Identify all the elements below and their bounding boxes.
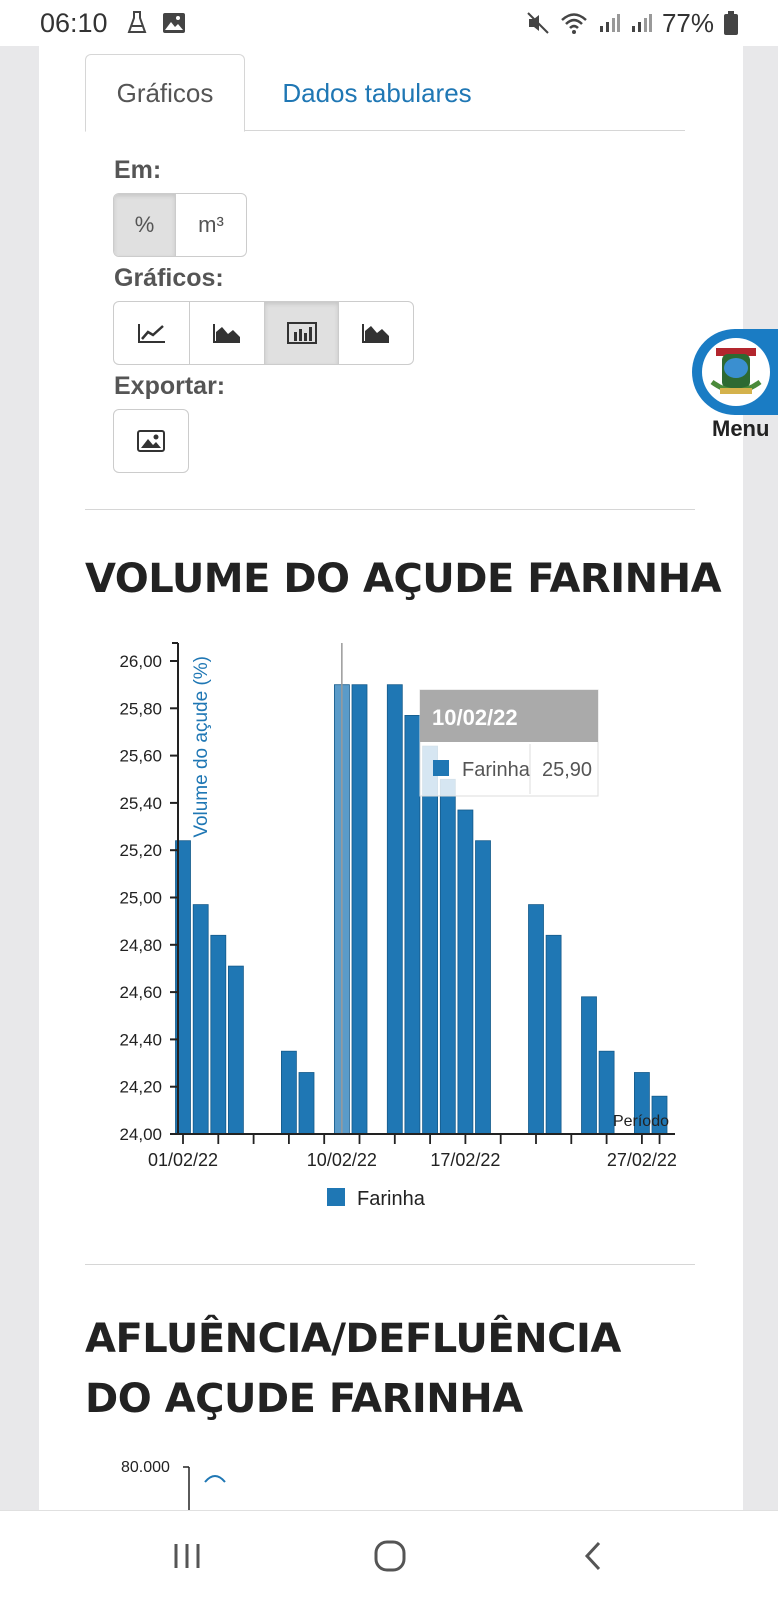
content-card: Gráficos Dados tabulares Em: % m³ Gráfic… bbox=[39, 46, 743, 1510]
x-tick-label: 27/02/22 bbox=[607, 1150, 677, 1170]
signal-icon-2 bbox=[631, 14, 652, 32]
legend-swatch bbox=[327, 1188, 345, 1206]
chart-bar bbox=[280, 1050, 297, 1135]
back-button[interactable] bbox=[543, 1511, 643, 1600]
next-chart-title: AFLUÊNCIA/DEFLUÊNCIA DO AÇUDE FARINHA bbox=[85, 1316, 621, 1422]
gallery-icon bbox=[162, 13, 185, 33]
y-tick-label: 25,40 bbox=[119, 794, 162, 813]
system-nav-bar bbox=[0, 1510, 778, 1600]
next-chart-axis bbox=[183, 1466, 226, 1510]
tab-graficos[interactable]: Gráficos bbox=[85, 54, 245, 132]
stacked-area-icon bbox=[362, 324, 389, 343]
export-image-button[interactable] bbox=[114, 410, 188, 472]
volume-bar-chart: 24,00 24,20 24,40 24,60 24,80 25,00 25,20 25,40… bbox=[119, 642, 677, 1210]
x-tick-label: 10/02/22 bbox=[307, 1150, 377, 1170]
bar-chart-button[interactable] bbox=[265, 302, 339, 364]
chart-title: VOLUME DO AÇUDE FARINHA bbox=[85, 556, 722, 602]
x-axis-label: Período bbox=[613, 1113, 669, 1130]
battery-percent: 77% bbox=[661, 7, 714, 38]
chart-bar bbox=[298, 1072, 315, 1135]
y-tick-label: 24,00 bbox=[119, 1125, 162, 1144]
chart-bar bbox=[457, 809, 474, 1135]
chart-bar bbox=[545, 934, 562, 1135]
signal-icon bbox=[599, 14, 620, 32]
menu-label: Menu bbox=[712, 416, 770, 441]
tab-dados-tabulares[interactable]: Dados tabulares bbox=[282, 77, 472, 108]
area-chart-button[interactable] bbox=[190, 302, 265, 364]
menu-button[interactable] bbox=[692, 329, 778, 415]
y-tick-label: 24,80 bbox=[119, 936, 162, 955]
chart-bar bbox=[528, 904, 544, 1135]
chart-bar bbox=[210, 934, 227, 1135]
bar-chart-icon bbox=[286, 322, 317, 344]
tooltip-date: 10/02/22 bbox=[432, 705, 518, 730]
home-button[interactable] bbox=[340, 1511, 440, 1600]
chart-bar bbox=[439, 778, 456, 1135]
y-tick-label: 24,20 bbox=[119, 1078, 162, 1097]
x-tick-label: 17/02/22 bbox=[430, 1150, 500, 1170]
cleaner-icon bbox=[127, 11, 146, 33]
y-tick-label: 24,40 bbox=[119, 1030, 162, 1049]
tooltip-value: 25,90 bbox=[542, 759, 592, 781]
units-label: Em: bbox=[114, 156, 162, 184]
status-bar: 06:10 77% bbox=[0, 0, 778, 46]
stacked-area-button[interactable] bbox=[339, 302, 413, 364]
tooltip-header bbox=[420, 690, 598, 742]
area-chart-icon bbox=[213, 324, 240, 343]
tab-bar: Gráficos Dados tabulares bbox=[85, 54, 685, 132]
tooltip-series: Farinha bbox=[462, 759, 531, 781]
chart-bar bbox=[581, 996, 597, 1135]
unit-m3-button[interactable]: m³ bbox=[198, 212, 224, 237]
legend-label: Farinha bbox=[357, 1188, 426, 1210]
chart-bar bbox=[598, 1050, 615, 1135]
mute-icon bbox=[527, 12, 549, 34]
wifi-icon bbox=[561, 13, 587, 34]
y-tick-label: 25,20 bbox=[119, 841, 162, 860]
y-axis-label: Volume do açude (%) bbox=[191, 656, 212, 838]
chart-bar bbox=[475, 840, 491, 1135]
divider-2 bbox=[85, 1264, 695, 1265]
chart-bar bbox=[386, 684, 403, 1135]
line-chart-button[interactable] bbox=[114, 302, 190, 364]
recent-apps-icon bbox=[174, 1544, 200, 1568]
state-seal-icon bbox=[702, 338, 770, 406]
line-chart-icon bbox=[137, 324, 165, 343]
y-tick-label: 25,00 bbox=[119, 889, 162, 908]
units-toggle: % m³ bbox=[113, 193, 247, 257]
recent-apps-button[interactable] bbox=[137, 1511, 237, 1600]
divider bbox=[85, 509, 695, 510]
y-tick-label: 26,00 bbox=[119, 652, 162, 671]
unit-percent-button[interactable]: % bbox=[114, 194, 176, 256]
tooltip-swatch bbox=[433, 760, 449, 776]
back-icon bbox=[584, 1541, 601, 1571]
status-time: 06:10 bbox=[40, 7, 108, 38]
x-tick-label: 01/02/22 bbox=[148, 1150, 218, 1170]
image-icon bbox=[137, 430, 165, 452]
chart-bar bbox=[422, 745, 439, 1135]
chart-bar bbox=[192, 904, 209, 1135]
y-tick-label: 24,60 bbox=[119, 983, 162, 1002]
y-tick-label: 25,80 bbox=[119, 699, 162, 718]
home-icon bbox=[374, 1540, 406, 1572]
export-group bbox=[113, 409, 189, 473]
chart-bar bbox=[404, 715, 421, 1135]
chart-bar bbox=[351, 684, 368, 1135]
export-label: Exportar: bbox=[114, 372, 226, 400]
chart-types-label: Gráficos: bbox=[114, 264, 224, 292]
battery-icon bbox=[724, 11, 738, 35]
y-tick-label: 25,60 bbox=[119, 747, 162, 766]
chart-type-toggle bbox=[113, 301, 414, 365]
chart-bar bbox=[227, 965, 244, 1135]
next-chart-first-tick: 80.000 bbox=[121, 1459, 170, 1476]
